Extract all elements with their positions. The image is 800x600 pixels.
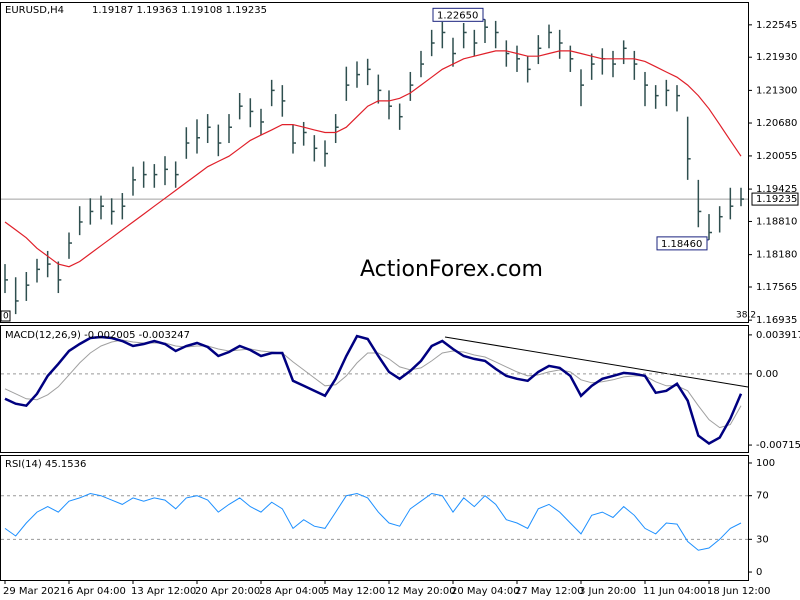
y-tick-label: 0.003917 bbox=[756, 330, 800, 341]
price-panel bbox=[0, 2, 749, 323]
y-tick-label: 1.17565 bbox=[756, 282, 797, 293]
x-tick-label: 29 Mar 2021 bbox=[3, 586, 66, 597]
x-tick-label: 3 Jun 20:00 bbox=[579, 586, 636, 597]
current-price-box bbox=[751, 192, 799, 206]
x-tick-label: 27 May 12:00 bbox=[515, 586, 584, 597]
fib-label: 38.2 bbox=[736, 311, 756, 321]
y-tick-label: 30 bbox=[756, 534, 769, 545]
y-tick-label: 1.22545 bbox=[756, 20, 797, 31]
x-tick-label: 20 May 04:00 bbox=[451, 586, 520, 597]
rsi-line bbox=[4, 492, 742, 551]
x-tick-label: 20 Apr 20:00 bbox=[195, 586, 260, 597]
annotation-label: 1.22650 bbox=[437, 10, 478, 21]
y-tick-label: 100 bbox=[756, 458, 775, 469]
annotation-label: 1.18460 bbox=[661, 239, 702, 250]
watermark: ActionForex.com bbox=[360, 257, 543, 282]
y-tick-label: 0 bbox=[756, 567, 762, 578]
x-tick-label: 18 Jun 12:00 bbox=[707, 586, 771, 597]
x-tick-label: 13 Apr 12:00 bbox=[131, 586, 196, 597]
plot-layer bbox=[1, 19, 748, 551]
x-tick-label: 6 Apr 04:00 bbox=[67, 586, 126, 597]
macd-title: MACD(12,26,9) -0.002005 -0.003247 bbox=[5, 330, 190, 341]
macd-line bbox=[4, 334, 743, 445]
current-price-label: 1.19235 bbox=[756, 194, 797, 205]
price-title: EURUSD,H4 bbox=[5, 5, 64, 16]
rsi-title: RSI(14) 45.1536 bbox=[5, 459, 86, 470]
y-tick-label: 1.18180 bbox=[756, 250, 797, 261]
left-marker: 0 bbox=[3, 312, 9, 322]
x-tick-label: 11 Jun 04:00 bbox=[643, 586, 707, 597]
moving-average bbox=[4, 50, 742, 268]
y-tick-label: 1.20680 bbox=[756, 118, 797, 129]
trend-line bbox=[444, 336, 749, 388]
rsi-panel bbox=[0, 455, 749, 581]
y-tick-label: 1.18810 bbox=[756, 216, 797, 227]
x-tick-label: 12 May 20:00 bbox=[387, 586, 456, 597]
x-tick-label: 5 May 12:00 bbox=[323, 586, 385, 597]
annotation-box bbox=[656, 236, 708, 251]
y-tick-label: 1.16935 bbox=[756, 315, 797, 326]
annotation-box bbox=[432, 7, 484, 22]
y-tick-label: 1.21930 bbox=[756, 52, 797, 63]
x-tick-label: 28 Apr 04:00 bbox=[259, 586, 324, 597]
y-tick-label: -0.007152 bbox=[756, 440, 800, 451]
y-tick-label: 1.21300 bbox=[756, 85, 797, 96]
price-subtitle: 1.19187 1.19363 1.19108 1.19235 bbox=[92, 5, 267, 16]
left-marker-box bbox=[0, 310, 11, 322]
macd-panel bbox=[0, 325, 749, 453]
y-tick-label: 1.19425 bbox=[756, 184, 797, 195]
y-tick-label: 1.20055 bbox=[756, 151, 797, 162]
y-tick-label: 0.00 bbox=[756, 369, 778, 380]
y-tick-label: 70 bbox=[756, 491, 769, 502]
signal-line bbox=[4, 339, 742, 429]
